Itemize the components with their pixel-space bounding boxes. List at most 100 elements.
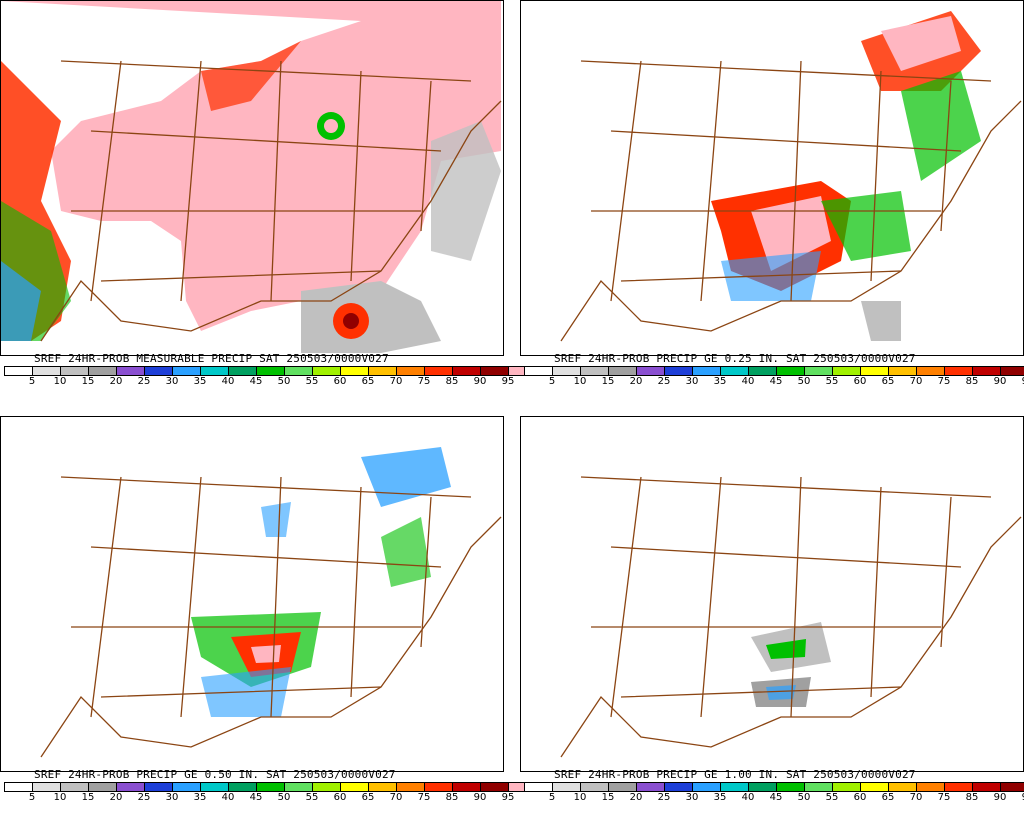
colorbar-swatch bbox=[693, 783, 721, 791]
colorbar-swatch bbox=[581, 783, 609, 791]
colorbar-tick-label: 60 bbox=[853, 792, 867, 803]
colorbar-tick-label: 15 bbox=[601, 376, 615, 387]
colorbar-swatch bbox=[749, 367, 777, 375]
colorbar-tick-label: 90 bbox=[993, 792, 1007, 803]
colorbar-swatch bbox=[313, 367, 341, 375]
precip-map bbox=[0, 416, 504, 772]
colorbar-tick-label: 70 bbox=[909, 792, 923, 803]
colorbar-swatch bbox=[173, 783, 201, 791]
colorbar-swatch bbox=[525, 367, 553, 375]
colorbar-swatch bbox=[805, 367, 833, 375]
colorbar bbox=[4, 366, 538, 376]
colorbar-tick-label: 5 bbox=[548, 792, 556, 803]
colorbar-tick-label: 40 bbox=[221, 792, 235, 803]
colorbar-swatch bbox=[889, 367, 917, 375]
colorbar-tick-label: 70 bbox=[389, 792, 403, 803]
colorbar-swatch bbox=[833, 783, 861, 791]
colorbar-swatch bbox=[425, 367, 453, 375]
colorbar-swatch bbox=[1001, 367, 1024, 375]
colorbar-tick-label: 85 bbox=[965, 792, 979, 803]
colorbar-swatch bbox=[89, 783, 117, 791]
colorbar-swatch bbox=[637, 367, 665, 375]
colorbar-tick-label: 55 bbox=[825, 376, 839, 387]
colorbar-tick-label: 20 bbox=[629, 792, 643, 803]
colorbar-tick-label: 75 bbox=[937, 792, 951, 803]
colorbar-tick-label: 65 bbox=[361, 792, 375, 803]
colorbar-tick-label: 60 bbox=[853, 376, 867, 387]
colorbar-tick-label: 65 bbox=[881, 792, 895, 803]
colorbar-swatch bbox=[861, 367, 889, 375]
colorbar-swatch bbox=[665, 783, 693, 791]
colorbar-tick-label: 30 bbox=[685, 376, 699, 387]
colorbar-tick-label: 20 bbox=[109, 792, 123, 803]
colorbar-tick-label: 45 bbox=[769, 376, 783, 387]
colorbar-tick-label: 35 bbox=[193, 376, 207, 387]
colorbar-tick-label: 60 bbox=[333, 792, 347, 803]
colorbar-tick-label: 25 bbox=[137, 376, 151, 387]
colorbar-tick-label: 10 bbox=[53, 792, 67, 803]
colorbar-tick-label: 75 bbox=[417, 792, 431, 803]
colorbar-tick-label: 15 bbox=[601, 792, 615, 803]
colorbar-tick-label: 40 bbox=[741, 376, 755, 387]
map-graphic bbox=[521, 417, 1023, 771]
colorbar-swatch bbox=[229, 783, 257, 791]
colorbar-tick-label: 35 bbox=[713, 792, 727, 803]
colorbar-tick-label: 30 bbox=[165, 792, 179, 803]
colorbar-swatch bbox=[341, 783, 369, 791]
colorbar-tick-label: 15 bbox=[81, 792, 95, 803]
colorbar-tick-label: 95 bbox=[501, 792, 515, 803]
colorbar-swatch bbox=[173, 367, 201, 375]
panel-title: SREF 24HR-PROB PRECIP GE 0.50 IN. SAT 25… bbox=[34, 768, 396, 781]
colorbar-tick-label: 95 bbox=[501, 376, 515, 387]
precip-map bbox=[520, 0, 1024, 356]
colorbar-swatch bbox=[89, 367, 117, 375]
colorbar-tick-label: 65 bbox=[881, 376, 895, 387]
colorbar-swatch bbox=[973, 367, 1001, 375]
colorbar-swatch bbox=[285, 367, 313, 375]
colorbar-swatch bbox=[609, 783, 637, 791]
colorbar-swatch bbox=[33, 783, 61, 791]
colorbar-swatch bbox=[61, 367, 89, 375]
precip-map bbox=[0, 0, 504, 356]
colorbar-tick-label: 85 bbox=[445, 792, 459, 803]
colorbar-tick-label: 65 bbox=[361, 376, 375, 387]
colorbar-tick-label: 40 bbox=[221, 376, 235, 387]
colorbar-tick-label: 60 bbox=[333, 376, 347, 387]
colorbar-swatch bbox=[509, 367, 537, 375]
colorbar-swatch bbox=[609, 367, 637, 375]
colorbar-tick-label: 90 bbox=[993, 376, 1007, 387]
colorbar-swatch bbox=[665, 367, 693, 375]
map-graphic bbox=[521, 1, 1023, 355]
colorbar-swatch bbox=[425, 783, 453, 791]
colorbar-tick-label: 10 bbox=[53, 376, 67, 387]
colorbar-tick-label: 50 bbox=[797, 376, 811, 387]
panel-title: SREF 24HR-PROB PRECIP GE 0.25 IN. SAT 25… bbox=[554, 352, 916, 365]
colorbar-tick-label: 70 bbox=[389, 376, 403, 387]
colorbar-swatch bbox=[285, 783, 313, 791]
colorbar-swatch bbox=[369, 783, 397, 791]
colorbar bbox=[4, 782, 538, 792]
colorbar-tick-label: 30 bbox=[685, 792, 699, 803]
colorbar-tick-label: 30 bbox=[165, 376, 179, 387]
colorbar-swatch bbox=[721, 367, 749, 375]
colorbar-tick-label: 25 bbox=[657, 376, 671, 387]
colorbar-tick-label: 55 bbox=[305, 376, 319, 387]
colorbar-swatch bbox=[581, 367, 609, 375]
colorbar-swatch bbox=[553, 783, 581, 791]
colorbar-swatch bbox=[397, 783, 425, 791]
colorbar-swatch bbox=[257, 783, 285, 791]
colorbar-tick-label: 95 bbox=[1022, 376, 1024, 387]
colorbar-swatch bbox=[453, 367, 481, 375]
colorbar-tick-label: 70 bbox=[909, 376, 923, 387]
colorbar-tick-label: 15 bbox=[81, 376, 95, 387]
colorbar-swatch bbox=[1001, 783, 1024, 791]
colorbar-swatch bbox=[397, 367, 425, 375]
colorbar-tick-label: 25 bbox=[657, 792, 671, 803]
colorbar-swatch bbox=[145, 783, 173, 791]
colorbar-swatch bbox=[917, 783, 945, 791]
colorbar-swatch bbox=[553, 367, 581, 375]
colorbar-tick-label: 55 bbox=[825, 792, 839, 803]
colorbar-swatch bbox=[117, 783, 145, 791]
colorbar-tick-label: 55 bbox=[305, 792, 319, 803]
colorbar-swatch bbox=[257, 367, 285, 375]
